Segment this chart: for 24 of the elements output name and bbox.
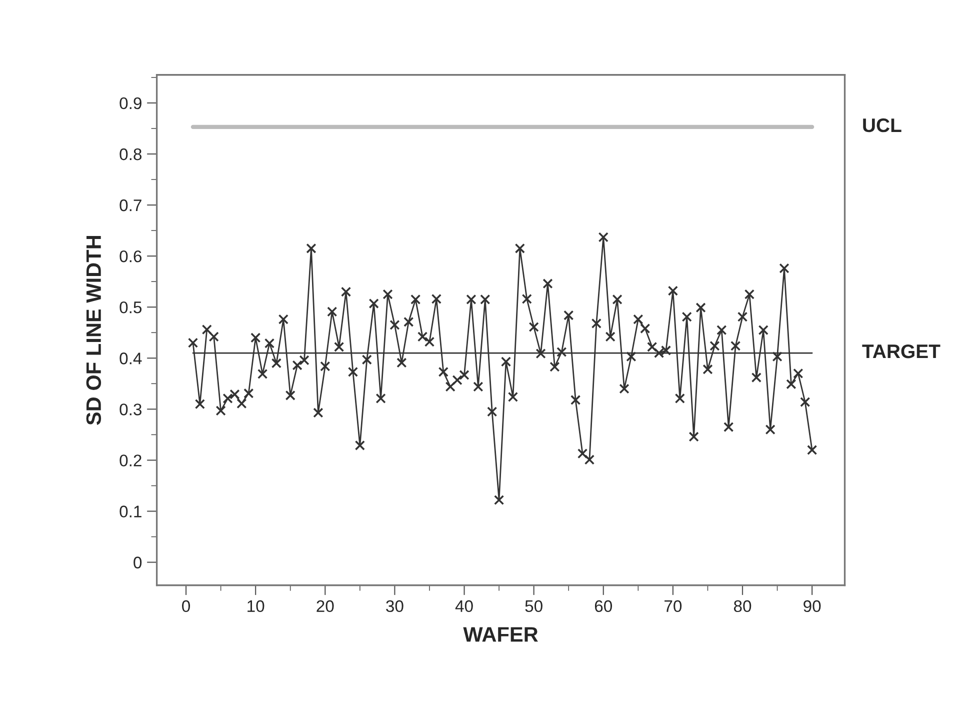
y-tick-label: 0 — [134, 556, 142, 568]
y-tick-label: 0.1 — [120, 506, 142, 518]
x-tick-label: 90 — [804, 600, 821, 612]
y-axis-title: SD OF LINE WIDTH — [86, 236, 102, 425]
y-tick-label: 0.6 — [120, 250, 142, 262]
y-tick-label: 0.5 — [120, 301, 142, 314]
x-tick-label: 70 — [664, 600, 682, 612]
y-tick-label: 0.9 — [120, 97, 142, 110]
y-tick-label: 0.4 — [120, 352, 142, 364]
y-tick-label: 0.2 — [120, 454, 142, 466]
x-tick-label: 10 — [248, 600, 264, 612]
x-tick-label: 40 — [455, 600, 473, 612]
y-tick-label: 0.7 — [120, 199, 142, 212]
ref-line-label: TARGET — [862, 344, 940, 358]
x-axis-title: WAFER — [463, 627, 538, 642]
x-tick-label: 80 — [734, 600, 752, 612]
x-tick-label: 60 — [594, 600, 612, 612]
ref-line-label: UCL — [863, 118, 902, 132]
x-tick-label: 50 — [525, 600, 542, 612]
y-tick-label: 0.8 — [120, 148, 142, 160]
x-tick-label: 30 — [386, 600, 404, 612]
y-tick-label: 0.3 — [120, 404, 142, 416]
x-tick-label: 0 — [182, 600, 190, 612]
x-tick-label: 20 — [316, 600, 334, 612]
